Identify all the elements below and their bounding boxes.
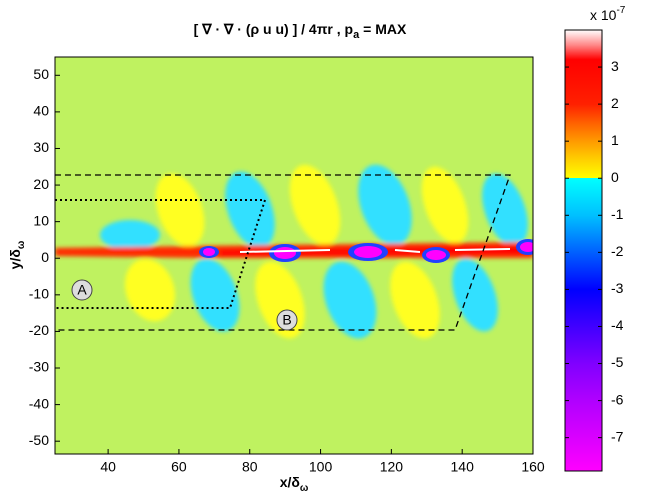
x-tick-label: 140 (451, 459, 475, 475)
colorbar (564, 29, 603, 472)
colorbar-tick-label: -6 (611, 391, 624, 407)
x-tick-label: 160 (521, 459, 545, 475)
annotation: B (282, 312, 291, 328)
y-tick-label: -40 (29, 395, 49, 411)
colorbar-tick-label: -5 (611, 354, 624, 370)
colorbar-tick-label: -1 (611, 206, 624, 222)
colorbar-tick-label: -4 (611, 317, 624, 333)
y-tick-label: -50 (29, 432, 49, 448)
colorbar-tick-label: 3 (611, 58, 619, 74)
x-tick-label: 40 (100, 459, 116, 475)
annotation: A (77, 282, 87, 298)
x-tick-label: 80 (242, 459, 258, 475)
y-tick-label: -20 (29, 322, 49, 338)
y-tick-label: 10 (33, 212, 49, 228)
x-tick-label: 120 (380, 459, 404, 475)
colorbar-tick-label: -2 (611, 243, 624, 259)
x-tick-label: 100 (309, 459, 333, 475)
colorbar-tick-label: -3 (611, 280, 624, 296)
y-tick-label: 40 (33, 103, 49, 119)
y-tick-label: 50 (33, 66, 49, 82)
colorbar-tick-label: 2 (611, 95, 619, 111)
colorbar-multiplier: x 10-7 (590, 5, 626, 23)
annotation-marker (276, 309, 298, 331)
x-tick-label: 60 (171, 459, 187, 475)
y-axis-label: y/δω (7, 240, 27, 269)
field (55, 57, 533, 454)
annotation-marker (71, 279, 93, 301)
y-tick-label: 30 (33, 139, 49, 155)
y-tick-label: -30 (29, 359, 49, 375)
y-tick-label: 0 (41, 249, 49, 265)
plot-frame (54, 56, 534, 455)
colorbar-tick-label: 0 (611, 169, 619, 185)
colorbar-tick-label: 1 (611, 132, 619, 148)
y-tick-label: 20 (33, 176, 49, 192)
y-tick-label: -10 (29, 286, 49, 302)
chart-title: [ ∇ · ∇ · (ρ u u) ] / 4πr , pa = MAX (194, 21, 407, 41)
x-axis-label: x/δω (280, 474, 309, 494)
colorbar-tick-label: -7 (611, 428, 624, 444)
